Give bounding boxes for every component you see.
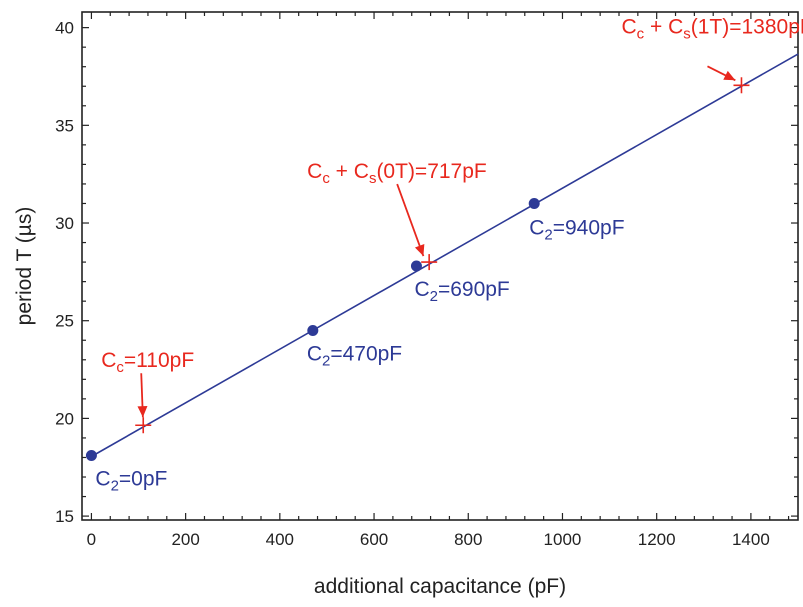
measured-point	[528, 197, 540, 209]
y-tick-label: 30	[55, 214, 74, 233]
y-axis-label: period T (µs)	[13, 207, 36, 326]
measured-point	[410, 260, 422, 272]
y-tick-label: 15	[55, 507, 74, 526]
y-tick-labels: 15 20 25 30 35 40	[55, 19, 74, 526]
x-tick-label: 200	[171, 530, 199, 549]
x-tick-labels: 0 200 400 600 800 1000 1200 1400	[87, 530, 770, 549]
point-annotations: C2=0pF C2=470pF C2=690pF C2=940pF Cc=110pF Cc…	[95, 15, 803, 494]
measured-point-label: C2=0pF	[95, 468, 167, 495]
measured-point	[307, 324, 319, 336]
derived-point-label: Cc=110pF	[101, 349, 194, 376]
fit-line-group	[91, 53, 799, 458]
x-tick-label: 600	[360, 530, 388, 549]
measured-point-label: C2=690pF	[414, 278, 509, 305]
y-tick-label: 35	[55, 116, 74, 135]
measured-point	[85, 450, 97, 462]
x-tick-label: 1400	[732, 530, 770, 549]
data-points	[85, 77, 750, 462]
y-tick-label: 20	[55, 409, 74, 428]
annotation-arrow	[396, 183, 425, 257]
derived-point-label: Cc + Cs(1T)=1380pF	[621, 15, 803, 42]
fit-line	[91, 53, 799, 458]
measured-point-label: C2=470pF	[307, 342, 402, 369]
derived-point-label: Cc + Cs(0T)=717pF	[307, 160, 487, 187]
measured-point-label: C2=940pF	[529, 216, 624, 243]
x-tick-label: 0	[87, 530, 96, 549]
x-axis-label: additional capacitance (pF)	[314, 575, 566, 598]
annotation-arrowhead	[723, 70, 736, 81]
x-tick-label: 400	[266, 530, 294, 549]
y-tick-label: 25	[55, 312, 74, 331]
plot-frame	[81, 11, 799, 521]
x-tick-label: 800	[454, 530, 482, 549]
annotation-arrowhead	[414, 244, 425, 257]
x-tick-label: 1200	[638, 530, 676, 549]
x-tick-label: 1000	[544, 530, 582, 549]
y-tick-label: 40	[55, 19, 74, 38]
axis-ticks	[82, 12, 798, 520]
annotation-arrowhead	[137, 406, 148, 418]
